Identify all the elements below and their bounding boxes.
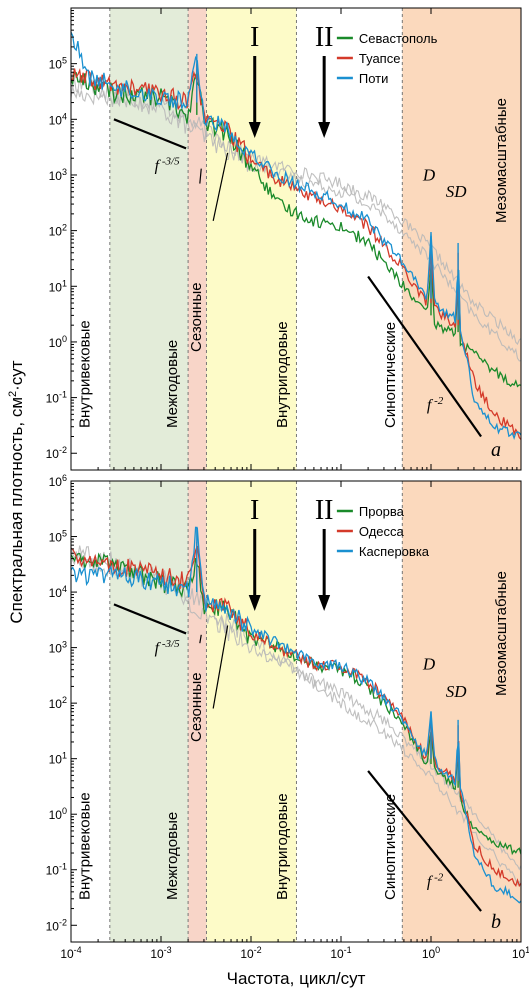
y-tick-label: 102 [49,695,67,711]
label-intracentury: Внутривековые [76,792,93,900]
y-tick-label: 104 [49,111,67,127]
seasonal-pointer-2 [199,634,202,644]
label-synoptic: Синоптические [382,322,399,428]
slope-label-minus35: f -3/5 [155,156,180,175]
x-tick-label: 10-1 [330,945,351,961]
y-tick-label: 10-2 [46,917,67,933]
y-tick-label: 101 [49,751,67,767]
x-tick-label: 10-3 [150,945,171,961]
arrow-II-head [318,122,331,138]
panel-label: a [491,439,501,461]
arrow-II-label: II [315,495,334,526]
label-seasonal: Сезонные [188,672,205,742]
y-tick-label: 105 [49,529,67,545]
band-intraannual-bg [206,8,297,470]
slope-label-minus2: f -2 [427,871,444,890]
arrow-I-label: I [250,22,259,53]
slope-line-minus35 [113,118,187,150]
label-intraannual: Внутригодовые [274,321,291,428]
y-axis-label: Спектральная плотность, см2·сут [7,360,26,623]
series-line-Туапсе [71,67,521,440]
label-mesoscale: Мезомасштабные [493,571,510,696]
y-tick-label: 10-1 [46,390,67,406]
peak-D-label: D [422,655,436,674]
legend-label: Прорва [359,504,405,519]
y-tick-label: 103 [49,640,67,656]
slope-line-minus35 [113,603,187,635]
x-axis-label: Частота, цикл/сут [227,969,366,988]
y-tick-label: 100 [49,334,67,350]
series-line-Севастополь [71,71,521,388]
band-interannual-bg [109,481,189,942]
x-tick-labels: 10-4 10-3 10-2 10-1 100 101 [60,945,529,961]
y-tick-label: 100 [49,806,67,822]
panel-label: b [491,911,501,933]
peak-SD-label: SD [446,682,468,701]
legend-label: Касперовка [359,544,430,559]
peak-D-label: D [422,165,436,184]
y-tick-label: 104 [49,584,67,600]
label-interannual: Межгодовые [164,812,181,900]
series-line-Касперовка [71,526,521,904]
legend-label: Туапсе [359,51,401,66]
y-tick-label: 10-2 [46,445,67,461]
band-mesoscale-bg [402,8,521,470]
y-tick-label: 103 [49,167,67,183]
arrow-II-head [318,595,331,611]
slope-line-minus2 [367,275,482,438]
label-mesoscale: Мезомасштабные [493,98,510,223]
y-tick-label: 101 [49,278,67,294]
y-tick-label: 105 [49,56,67,72]
series-group [71,31,521,441]
arrow-I-label: I [250,495,259,526]
label-synoptic: Синоптические [382,794,399,900]
legend-label: Севастополь [359,31,438,46]
label-intraannual: Внутригодовые [274,793,291,900]
label-interannual: Межгодовые [164,340,181,428]
seasonal-pointer-1 [212,152,229,221]
legend-label: Поти [359,71,389,86]
slope-label-minus2: f -2 [427,395,444,414]
x-tick-label: 10-2 [240,945,261,961]
legend-label: Одесса [359,524,405,539]
seasonal-pointer-2 [199,168,202,184]
y-axis-label-sup: 2 [7,391,19,397]
label-seasonal: Сезонные [188,282,205,352]
series-group [71,526,521,904]
slope-label-minus35: f -3/5 [155,638,180,657]
arrow-II-label: II [315,22,334,53]
band-intraannual-bg [206,481,297,942]
arrow-I-head [248,122,261,138]
seasonal-pointer-1 [212,625,229,709]
y-tick-label: 10-1 [46,862,67,878]
y-tick-label: 102 [49,223,67,239]
series-line-Прорва [71,552,521,856]
x-tick-label: 100 [422,945,440,961]
label-intracentury: Внутривековые [76,320,93,428]
slope-line-minus2 [367,770,482,912]
y-tick-label: 106 [49,473,67,489]
arrow-I-head [248,595,261,611]
series-line-Поти [71,31,521,441]
x-tick-label: 10-4 [60,945,81,961]
peak-SD-label: SD [446,182,468,201]
x-tick-label: 101 [512,945,529,961]
